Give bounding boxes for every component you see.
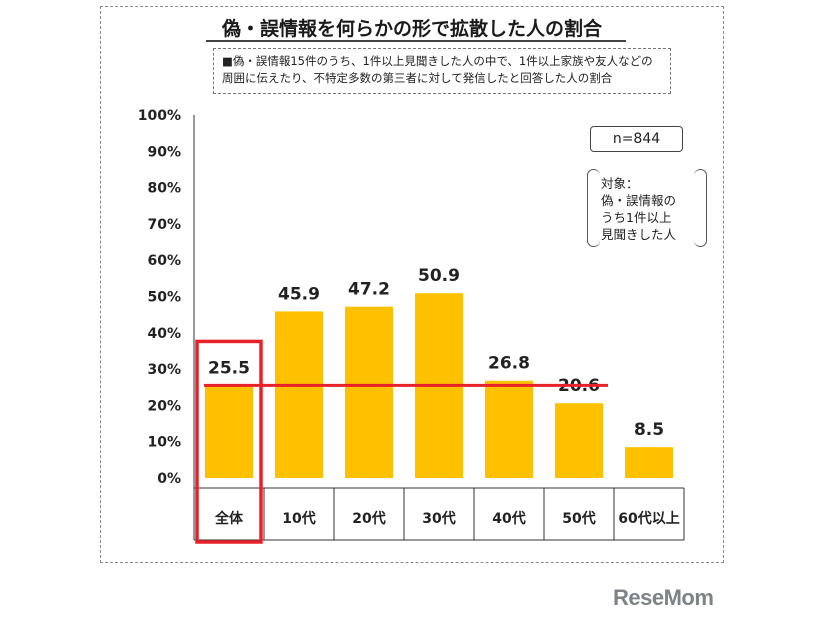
- subtitle-line-1: ■偽・誤情報15件のうち、1件以上見聞きした人の中で、1件以上家族や友人などの: [222, 54, 653, 68]
- y-tick-label: 0%: [157, 471, 181, 487]
- resemom-logo: ReseMom: [613, 585, 714, 610]
- y-tick-label: 70%: [147, 217, 181, 233]
- bar: [625, 447, 673, 478]
- category-label: 20代: [352, 510, 385, 527]
- target-line-1: 対象：: [601, 176, 639, 191]
- bar: [205, 385, 253, 478]
- y-tick-label: 100%: [138, 108, 181, 124]
- data-label: 50.9: [418, 266, 460, 286]
- subtitle-box: ■偽・誤情報15件のうち、1件以上見聞きした人の中で、1件以上家族や友人などの …: [213, 48, 671, 94]
- target-line-4: 見聞きした人: [601, 227, 677, 242]
- category-label: 全体: [214, 510, 244, 527]
- right-bracket: [694, 169, 707, 247]
- bar: [275, 311, 323, 478]
- chart-title: 偽・誤情報を何らかの形で拡散した人の割合: [221, 18, 602, 40]
- title-underline: [206, 40, 626, 42]
- subtitle-line-2: 周囲に伝えたり、不特定多数の第三者に対して発信したと回答した人の割合: [222, 71, 613, 85]
- y-tick-label: 10%: [147, 435, 181, 451]
- data-label: 26.8: [488, 354, 530, 374]
- data-label: 47.2: [348, 280, 390, 300]
- y-tick-label: 60%: [147, 253, 181, 269]
- target-note: 対象： 偽・誤情報の うち1件以上 見聞きした人: [587, 169, 707, 247]
- bar: [345, 306, 393, 478]
- y-tick-label: 80%: [147, 181, 181, 197]
- chart-frame: [100, 6, 724, 563]
- bar: [485, 380, 533, 478]
- bar: [555, 403, 603, 478]
- category-label: 10代: [282, 510, 315, 527]
- y-tick-label: 50%: [147, 290, 181, 306]
- target-line-3: うち1件以上: [601, 210, 672, 225]
- y-tick-label: 30%: [147, 362, 181, 378]
- sample-size-box: n=844: [590, 126, 683, 152]
- data-label: 25.5: [208, 358, 250, 378]
- category-label: 50代: [562, 510, 595, 527]
- category-label: 30代: [422, 510, 455, 527]
- category-label: 40代: [492, 510, 525, 527]
- data-label: 8.5: [634, 420, 664, 440]
- data-label: 45.9: [278, 284, 320, 304]
- y-tick-label: 90%: [147, 144, 181, 160]
- left-bracket: [587, 169, 600, 247]
- y-tick-label: 40%: [147, 326, 181, 342]
- target-line-2: 偽・誤情報の: [601, 193, 677, 208]
- highlight-box: [195, 339, 263, 544]
- category-label: 60代以上: [618, 510, 679, 527]
- y-tick-label: 20%: [147, 398, 181, 414]
